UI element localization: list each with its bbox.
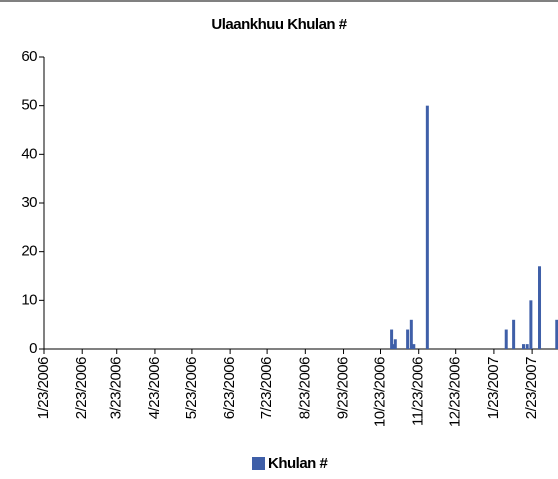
y-tick-label: 10 <box>21 291 37 308</box>
bar <box>425 105 429 350</box>
bar <box>555 319 558 349</box>
y-tick-label: 50 <box>21 97 37 114</box>
bar <box>521 344 525 349</box>
legend-swatch <box>252 457 265 470</box>
x-tick-label: 10/23/2006 <box>371 357 388 427</box>
bar <box>393 339 397 349</box>
bar <box>409 319 413 349</box>
bar <box>406 329 410 349</box>
bar <box>538 266 542 349</box>
bar <box>412 344 416 349</box>
y-tick-label: 40 <box>21 145 37 162</box>
y-tick-label: 30 <box>21 194 37 211</box>
y-tick-label: 0 <box>29 340 37 357</box>
x-tick-label: 3/23/2006 <box>108 357 125 419</box>
x-tick-label: 8/23/2006 <box>296 357 313 419</box>
x-tick-label: 4/23/2006 <box>146 357 163 419</box>
bar <box>525 344 529 349</box>
x-tick-label: 5/23/2006 <box>183 357 200 419</box>
bar <box>512 319 516 349</box>
x-tick-label: 9/23/2006 <box>334 357 351 419</box>
bar <box>529 300 533 349</box>
chart-title: Ulaankhuu Khulan # <box>211 16 347 33</box>
legend-label: Khulan # <box>268 455 328 472</box>
y-tick-label: 20 <box>21 243 37 260</box>
x-tick-label: 2/23/2007 <box>523 357 540 419</box>
x-tick-label: 6/23/2006 <box>221 357 238 419</box>
x-tick-label: 12/23/2006 <box>447 357 464 427</box>
y-tick-label: 60 <box>21 48 37 65</box>
bar <box>390 329 394 349</box>
x-tick-label: 11/23/2006 <box>410 357 427 426</box>
bar <box>504 329 508 349</box>
x-tick-label: 1/23/2007 <box>485 357 502 419</box>
x-tick-label: 2/23/2006 <box>73 357 90 419</box>
bar <box>391 344 395 349</box>
x-tick-label: 1/23/2006 <box>35 357 52 419</box>
x-tick-label: 7/23/2006 <box>258 357 275 419</box>
